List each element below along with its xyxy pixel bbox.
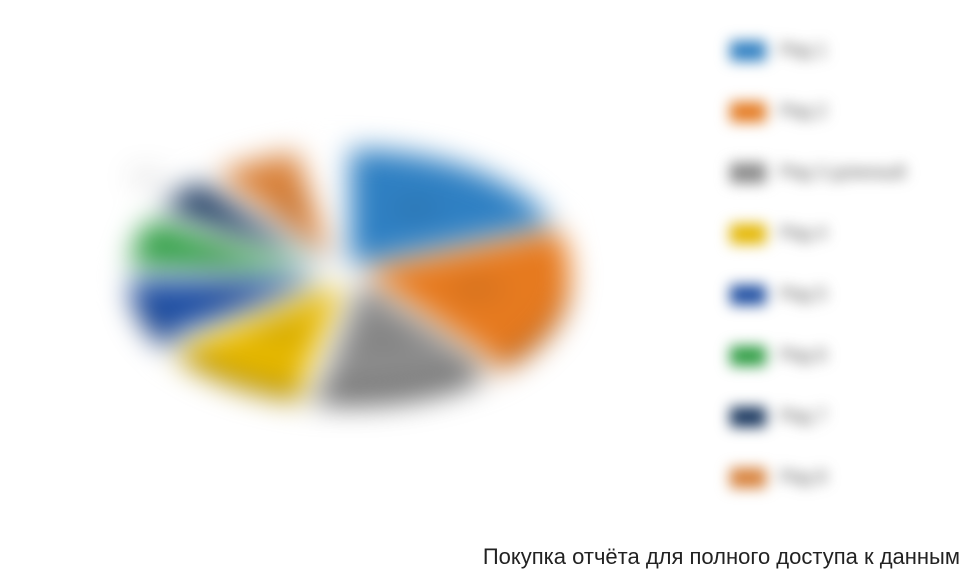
legend-swatch — [730, 102, 766, 122]
slice-label: 8% — [205, 245, 237, 259]
legend-item: Ряд 1 — [730, 40, 930, 61]
legend-label: Ряд 7 — [780, 406, 827, 427]
legend-label: Ряд 1 — [780, 40, 827, 61]
legend-item: Ряд 2 — [730, 101, 930, 122]
legend-swatch — [730, 224, 766, 244]
legend: Ряд 1 Ряд 2 Ряд 3 длинный Ряд 4 Ряд 5 Ряд 6 Ря… — [730, 40, 930, 528]
legend-item: Ряд 5 — [730, 284, 930, 305]
legend-item: Ряд 8 — [730, 467, 930, 488]
pie-chart: 22% 20% 14% 12% 10% 8% 6% 8% — [60, 80, 640, 460]
legend-label: Ряд 6 — [780, 345, 827, 366]
slice-label: 22% — [394, 201, 438, 215]
slice-label: 8% — [276, 198, 308, 212]
legend-swatch — [730, 407, 766, 427]
slice-label: 20% — [455, 282, 499, 296]
legend-item: Ряд 7 — [730, 406, 930, 427]
legend-label: Ряд 4 — [780, 223, 827, 244]
legend-label: Ряд 2 — [780, 101, 827, 122]
legend-swatch — [730, 346, 766, 366]
legend-item: Ряд 6 — [730, 345, 930, 366]
slice-label: 14% — [361, 333, 405, 347]
legend-item: Ряд 4 — [730, 223, 930, 244]
legend-swatch — [730, 163, 766, 183]
slice-label: 6% — [132, 171, 164, 185]
legend-item: Ряд 3 длинный — [730, 162, 930, 183]
slice-label: 10% — [206, 285, 250, 299]
legend-swatch — [730, 41, 766, 61]
slice-label: 12% — [259, 323, 303, 337]
legend-label: Ряд 8 — [780, 467, 827, 488]
legend-swatch — [730, 285, 766, 305]
footer-text: Покупка отчёта для полного доступа к дан… — [483, 544, 960, 570]
legend-label: Ряд 5 — [780, 284, 827, 305]
legend-label: Ряд 3 длинный — [780, 162, 906, 183]
legend-swatch — [730, 468, 766, 488]
